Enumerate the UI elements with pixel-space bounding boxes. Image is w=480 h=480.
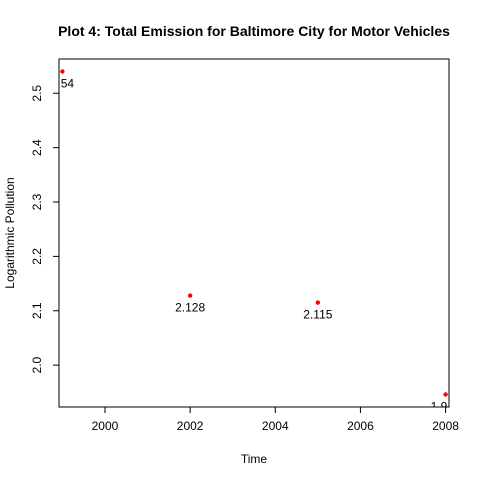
y-axis: 2.0 2.1 2.2 2.3 2.4 2.5 [30,85,59,374]
data-label: 2.54 [51,77,75,91]
x-tick-label: 2006 [347,419,374,433]
x-tick-label: 2002 [177,419,204,433]
y-tick-label: 2.4 [30,139,44,156]
y-tick-label: 2.0 [30,356,44,373]
x-tick-label: 2008 [432,419,459,433]
plot-box [59,59,449,407]
data-label: 2.115 [303,308,332,322]
y-tick-label: 2.1 [30,302,44,319]
y-axis-label: Logarithmic Pollution [3,177,17,288]
data-point [443,392,447,396]
data-point [316,300,320,304]
y-tick-label: 2.5 [30,85,44,102]
x-tick-label: 2004 [262,419,289,433]
y-tick-label: 2.2 [30,248,44,265]
data-point [188,293,192,297]
x-tick-label: 2000 [92,419,119,433]
y-tick-label: 2.3 [30,193,44,210]
data-point [60,69,64,73]
chart-title: Plot 4: Total Emission for Baltimore Cit… [58,23,450,39]
x-axis: 2000 2002 2004 2006 2008 [92,407,460,433]
x-axis-label: Time [241,452,268,466]
data-label: 2.128 [175,301,205,315]
